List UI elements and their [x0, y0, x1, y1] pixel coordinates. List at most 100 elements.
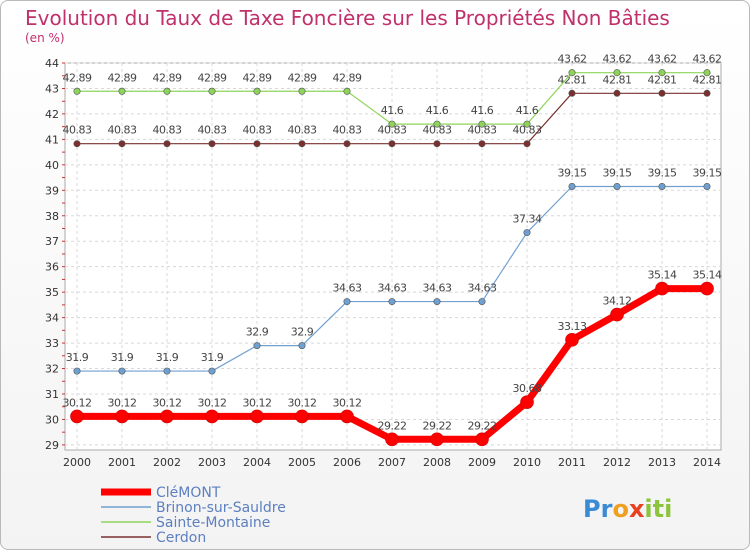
data-point — [703, 89, 711, 97]
data-label: 41.6 — [381, 104, 404, 117]
data-point — [163, 87, 171, 95]
y-tick-label: 31 — [45, 388, 59, 401]
data-label: 31.9 — [156, 351, 179, 364]
data-point — [523, 120, 531, 128]
logo-letter: P — [583, 495, 601, 523]
data-point — [208, 87, 216, 95]
x-tick-label: 2002 — [153, 456, 181, 469]
data-label: 43.62 — [648, 53, 677, 66]
data-label: 34.63 — [333, 282, 362, 295]
data-point — [478, 140, 486, 148]
data-label: 42.89 — [243, 71, 272, 84]
data-label: 30.12 — [108, 396, 137, 409]
data-label: 39.15 — [603, 166, 632, 179]
data-point — [703, 182, 711, 190]
data-label: 40.83 — [333, 124, 362, 137]
data-label: 34.12 — [603, 295, 632, 308]
data-label: 29.22 — [378, 419, 407, 432]
data-point — [340, 409, 354, 424]
x-tick-label: 2009 — [468, 456, 496, 469]
data-point — [208, 140, 216, 148]
data-point — [250, 409, 264, 424]
data-label: 30.12 — [333, 396, 362, 409]
series-2: 42.89 42.89 42.89 42.89 42.89 42.89 42.89 41.6 4… — [63, 53, 722, 128]
data-point — [73, 367, 81, 375]
series-1: 31.9 31.9 31.9 31.9 32.9 32.9 34.63 34.63 34.63 3… — [66, 166, 722, 375]
x-tick-label: 2010 — [513, 456, 541, 469]
data-label: 40.83 — [153, 124, 182, 137]
series-3: 40.83 40.83 40.83 40.83 40.83 40.83 40.83 40.83… — [63, 73, 722, 148]
proxiti-logo: Proxiti — [583, 495, 672, 523]
data-label: 30.68 — [513, 382, 542, 395]
x-tick-label: 2007 — [378, 456, 406, 469]
data-point — [658, 89, 666, 97]
y-tick-label: 42 — [45, 108, 59, 121]
data-point — [298, 87, 306, 95]
data-label: 42.89 — [153, 71, 182, 84]
data-point — [295, 409, 309, 424]
data-point — [73, 87, 81, 95]
data-point — [118, 140, 126, 148]
data-label: 42.89 — [333, 71, 362, 84]
axes: 29 30 31 32 33 34 35 36 37 38 39 40 41 42 43 44 2000 2001… — [45, 57, 721, 469]
x-tick-label: 2008 — [423, 456, 451, 469]
data-label: 43.62 — [558, 53, 587, 66]
data-label: 40.83 — [288, 124, 317, 137]
data-label: 42.89 — [108, 71, 137, 84]
legend: CléMONTBrinon-sur-SauldreSainte-Montaine… — [101, 485, 286, 546]
data-label: 40.83 — [243, 124, 272, 137]
data-point — [70, 409, 84, 424]
data-point — [475, 432, 489, 447]
data-point — [658, 69, 666, 77]
data-point — [298, 140, 306, 148]
data-label: 34.63 — [468, 282, 497, 295]
y-tick-label: 40 — [45, 159, 59, 172]
data-label: 42.89 — [288, 71, 317, 84]
data-point — [655, 281, 669, 296]
data-point — [568, 69, 576, 77]
y-tick-label: 43 — [45, 82, 59, 95]
data-point — [568, 182, 576, 190]
data-point — [523, 229, 531, 237]
data-point — [433, 140, 441, 148]
logo-letter: i — [664, 495, 672, 523]
data-point — [298, 342, 306, 350]
data-point — [568, 89, 576, 97]
y-tick-label: 38 — [45, 210, 59, 223]
y-tick-label: 44 — [45, 57, 59, 70]
legend-label: Brinon-sur-Sauldre — [156, 500, 286, 516]
data-label: 40.83 — [378, 124, 407, 137]
data-label: 40.83 — [108, 124, 137, 137]
legend-label: Sainte-Montaine — [156, 515, 270, 531]
data-label: 32.9 — [246, 326, 269, 339]
data-point — [433, 120, 441, 128]
data-point — [163, 367, 171, 375]
y-tick-label: 37 — [45, 235, 59, 248]
x-tick-label: 2012 — [603, 456, 631, 469]
y-tick-label: 32 — [45, 363, 59, 376]
data-label: 43.62 — [693, 53, 722, 66]
data-point — [388, 140, 396, 148]
data-point — [208, 367, 216, 375]
data-point — [163, 140, 171, 148]
data-point — [613, 182, 621, 190]
data-label: 42.89 — [198, 71, 227, 84]
data-point — [703, 69, 711, 77]
data-point — [118, 367, 126, 375]
data-label: 31.9 — [111, 351, 134, 364]
data-point — [613, 89, 621, 97]
x-tick-label: 2003 — [198, 456, 226, 469]
data-point — [565, 332, 579, 347]
data-point — [388, 120, 396, 128]
x-tick-label: 2004 — [243, 456, 271, 469]
data-label: 40.83 — [63, 124, 92, 137]
y-tick-label: 30 — [45, 413, 59, 426]
x-tick-label: 2014 — [693, 456, 721, 469]
data-label: 30.12 — [198, 396, 227, 409]
data-point — [343, 140, 351, 148]
data-point — [205, 409, 219, 424]
data-point — [73, 140, 81, 148]
data-label: 42.81 — [603, 73, 632, 86]
data-label: 34.63 — [378, 282, 407, 295]
legend-label: Cerdon — [156, 530, 206, 546]
